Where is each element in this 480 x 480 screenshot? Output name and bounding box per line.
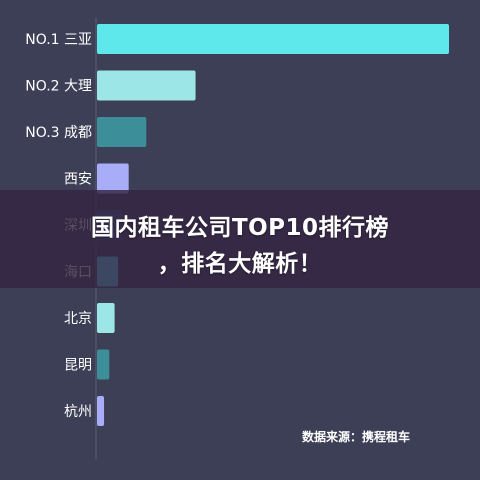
category-label-1: NO.1 三亚: [25, 32, 92, 48]
banner-title-line1: 国内租车公司TOP10排行榜: [90, 215, 390, 241]
bar-4: [97, 163, 129, 194]
bar-7: [97, 303, 115, 333]
banner-title-line2: ，排名大解析！: [157, 251, 323, 277]
bar-1: [97, 24, 449, 54]
title-banner: 国内租车公司TOP10排行榜 ，排名大解析！: [0, 190, 480, 288]
bar-8: [97, 349, 110, 380]
data-source-note: 数据来源：携程租车: [302, 430, 411, 444]
category-label-8: 昆明: [64, 358, 92, 374]
bar-9: [97, 396, 105, 426]
category-label-2: NO.2 大理: [25, 79, 92, 95]
category-label-9: 杭州: [64, 404, 92, 420]
category-label-3: NO.3 成都: [25, 125, 92, 141]
bar-3: [97, 117, 147, 147]
category-label-7: 北京: [64, 311, 92, 327]
bar-2: [97, 70, 196, 101]
bars-group: [97, 24, 449, 426]
category-label-4: 西安: [64, 172, 92, 188]
